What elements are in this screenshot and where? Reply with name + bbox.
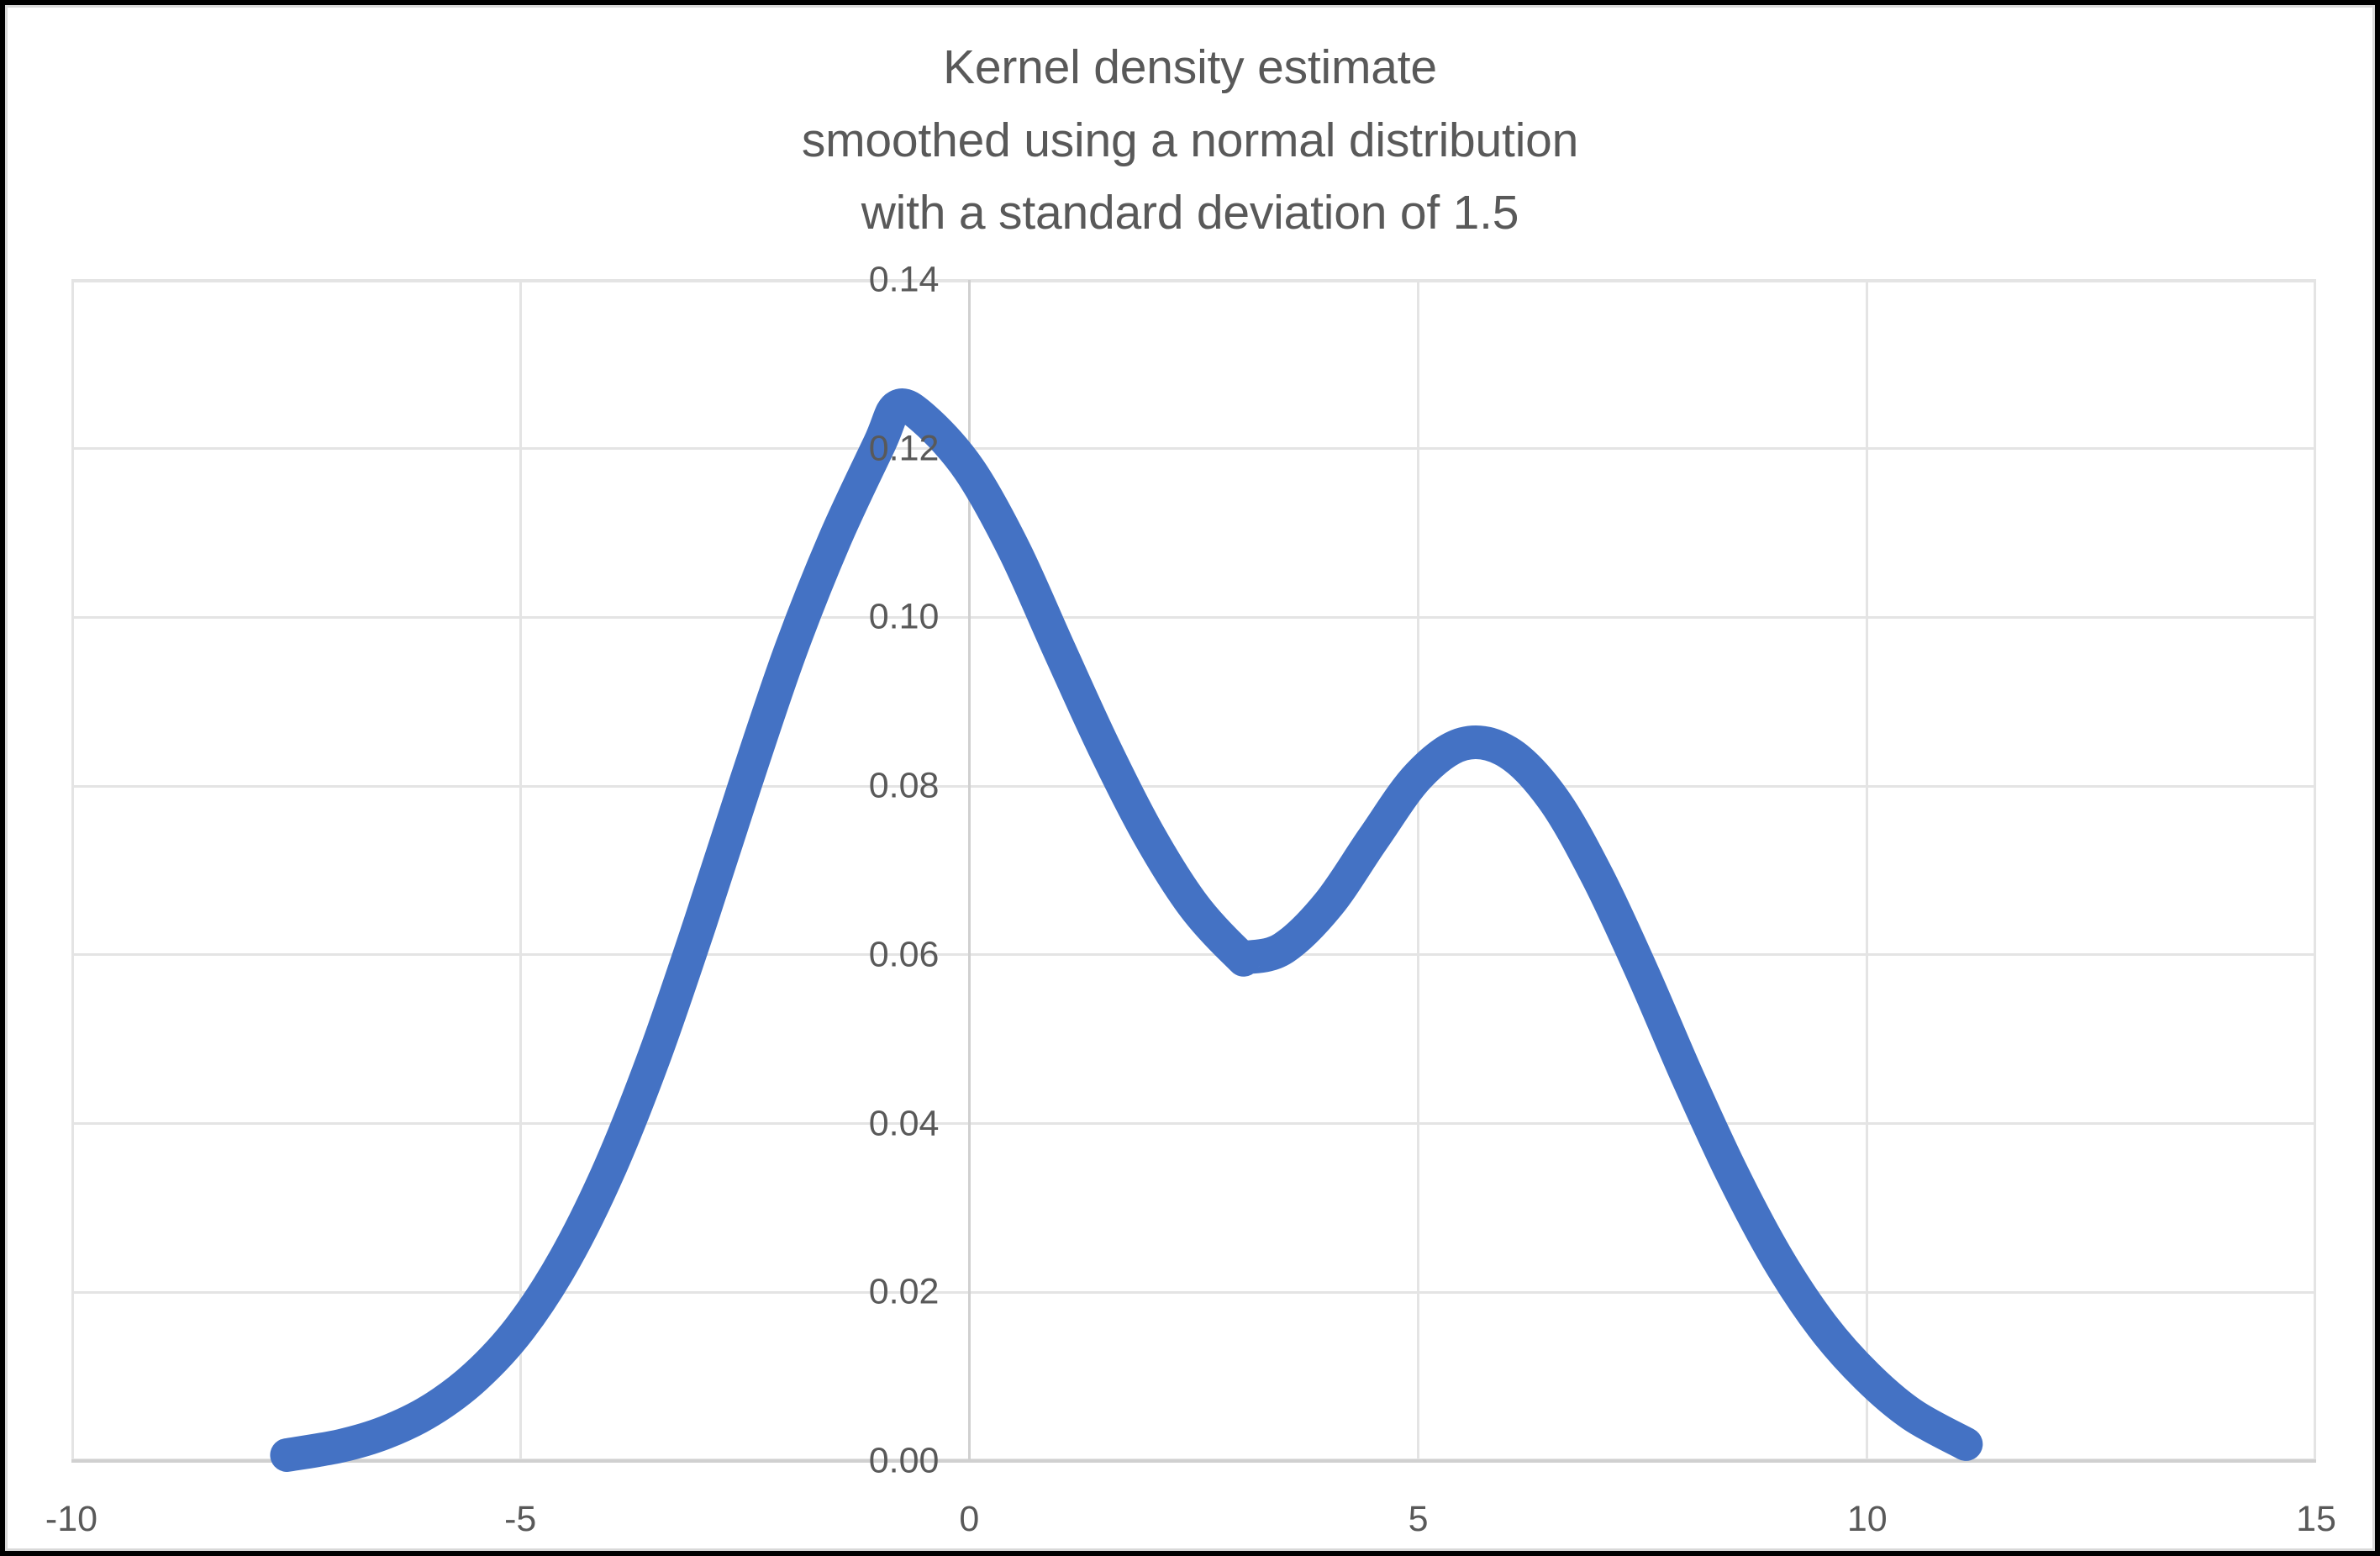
gridline-horizontal [71,615,2316,619]
category-axis-line [71,1459,2316,1463]
gridline-horizontal [71,278,2316,282]
value-axis-tick-label: 0.00 [868,1440,940,1481]
value-axis-tick-label: 0.08 [868,765,940,806]
value-axis-tick-label: 0.06 [868,934,940,975]
value-axis-tick-label: 0.12 [868,428,940,469]
gridline-vertical [1417,280,1420,1461]
chart-card[interactable]: Kernel density estimate smoothed using a… [5,5,2375,1551]
series-plot [270,388,1983,1472]
gridline-horizontal [71,1122,2316,1126]
category-axis-tick-label: 15 [2296,1499,2336,1539]
category-axis-tick-label: 10 [1846,1499,1888,1539]
gridline-horizontal [71,784,2316,788]
gridline-horizontal [71,447,2316,451]
value-axis-line [967,280,971,1461]
gridline-horizontal [71,1290,2316,1294]
category-axis-tick-label: -5 [504,1499,537,1539]
value-axis-tick-label: 0.10 [868,596,940,637]
gridline-vertical [1866,280,1869,1461]
category-axis-tick-label: 0 [959,1499,980,1539]
plot-area[interactable] [71,278,2316,1472]
value-axis-tick-label: 0.04 [868,1103,940,1144]
value-axis-tick-label: 0.14 [868,259,940,300]
series-line [270,388,1983,1472]
gridline-vertical [519,280,522,1461]
category-axis-tick-label: 5 [1408,1499,1429,1539]
gridline-horizontal [71,953,2316,957]
chart-title: Kernel density estimate smoothed using a… [801,40,1579,240]
value-axis-tick-label: 0.02 [868,1271,940,1312]
category-axis-tick-label: -10 [45,1499,98,1539]
